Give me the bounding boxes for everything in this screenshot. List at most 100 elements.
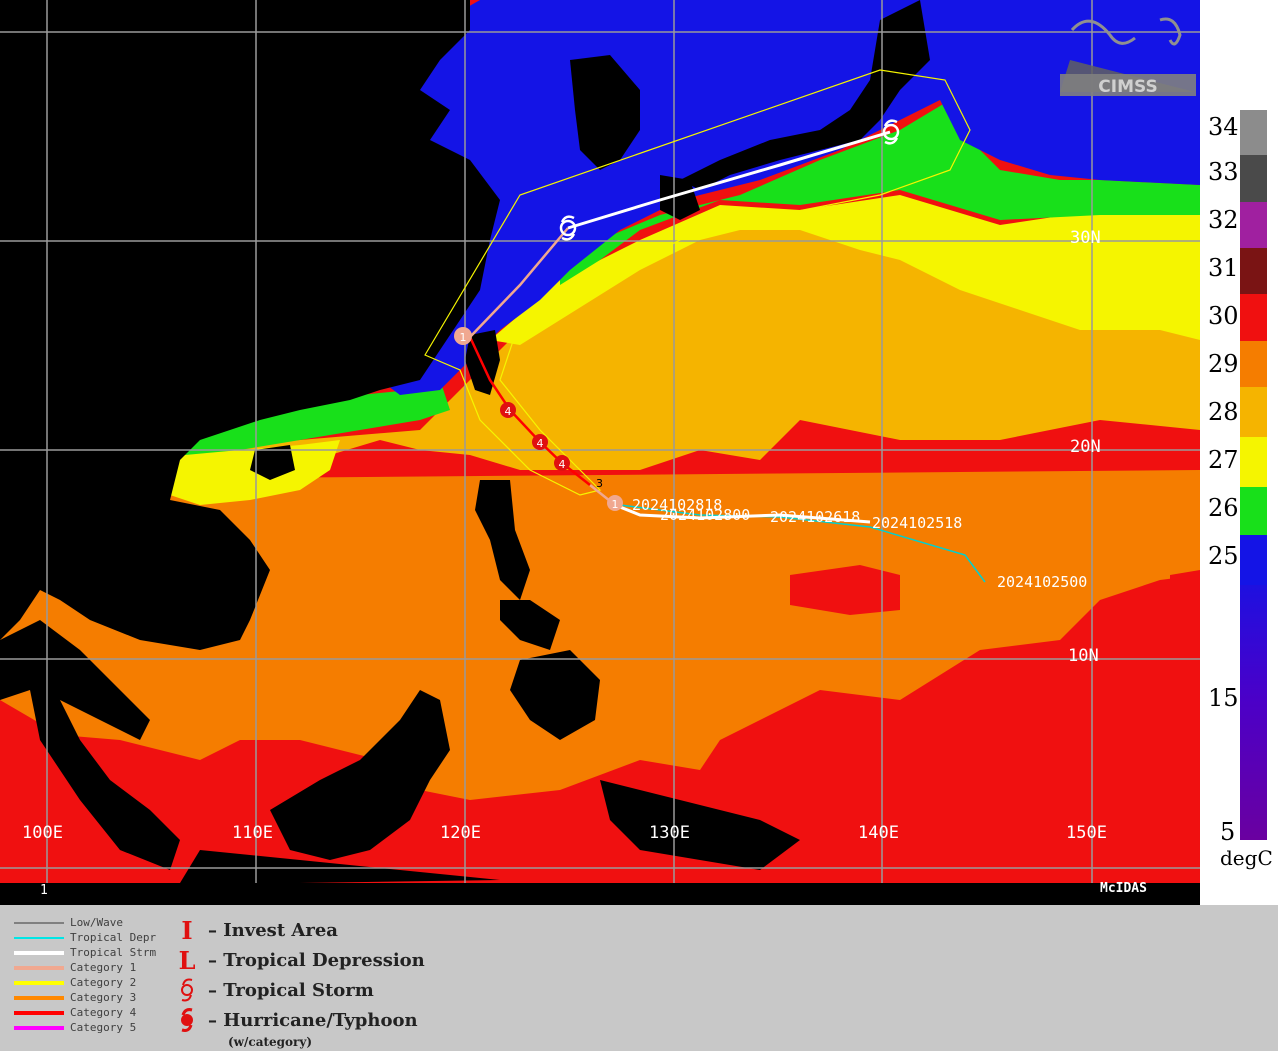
legend-item: Tropical Strm (14, 945, 156, 960)
japan-kyushu (660, 175, 700, 220)
colorbar-label: 30 (1208, 302, 1239, 330)
track-date-label: 2024102818 (632, 496, 722, 514)
legend-label: Category 5 (70, 1021, 137, 1034)
lon-label: 110E (232, 823, 273, 843)
footer-strip-bg (0, 883, 1200, 905)
storm-symbol-cat4: 4 (554, 455, 570, 471)
legend-swatch (14, 1010, 64, 1015)
legend-swatch (14, 921, 64, 924)
legend-symbol-item: – Hurricane/Typhoon (172, 1005, 425, 1035)
colorbar-28 (1240, 387, 1267, 437)
ocean-30c-patch (790, 565, 900, 615)
line-legend: Low/Wave Tropical Depr Tropical Strm Cat… (14, 915, 156, 1035)
colorbar-34 (1240, 110, 1267, 155)
storm-number: 4 (537, 437, 544, 450)
legend-label: Tropical Depr (70, 931, 157, 944)
colorbar-label: 15 (1208, 684, 1239, 712)
lon-label: 130E (649, 823, 690, 843)
lon-label: 100E (22, 823, 63, 843)
colorbar-gradient-cold (1240, 585, 1267, 840)
legend-swatch (14, 936, 64, 939)
legend-symbol-label: – Hurricane/Typhoon (208, 1009, 418, 1031)
legend-label: Category 4 (70, 1006, 137, 1019)
legend-symbol-label: – Tropical Storm (208, 979, 374, 1001)
legend-symbol-item: – Tropical Storm (172, 975, 425, 1005)
legend-label: Category 2 (70, 976, 137, 989)
philippines-luzon (475, 480, 530, 600)
legend-item: Category 3 (14, 990, 156, 1005)
tropical-depression-icon: L (178, 945, 196, 975)
logo-text: CIMSS (1098, 77, 1157, 97)
colorbar-31 (1240, 248, 1267, 294)
legend-item: Category 1 (14, 960, 156, 975)
legend-swatch (14, 965, 64, 970)
storm-symbol-cat4: 4 (500, 402, 516, 418)
track-date-label: 2024102500 (997, 573, 1087, 591)
tropical-storm-symbol (882, 119, 900, 145)
colorbar-label: 29 (1208, 350, 1239, 378)
colorbar-unit: degC (1220, 846, 1273, 870)
colorbar-label: 28 (1208, 398, 1239, 426)
legend-symbol-label: – Tropical Depression (208, 949, 425, 971)
colorbar-label: 34 (1208, 113, 1239, 141)
malay-peninsula (20, 640, 180, 870)
legend-label: Tropical Strm (70, 946, 157, 959)
asia-mainland (0, 0, 500, 650)
colorbar-29 (1240, 341, 1267, 387)
storm-number: 4 (505, 405, 512, 418)
legend-swatch (14, 995, 64, 1000)
legend-item: Category 2 (14, 975, 156, 990)
legend-item: Low/Wave (14, 915, 156, 930)
legend-symbol-item: I – Invest Area (172, 915, 425, 945)
lat-label: 20N (1070, 437, 1101, 457)
legend-swatch (14, 950, 64, 955)
philippines-visayas (500, 600, 560, 650)
track-date-label: 2024102518 (872, 514, 962, 532)
frame-number: 1 (40, 883, 48, 898)
storm-symbol-cat1-current: 1 (607, 495, 623, 511)
legend-label: Category 1 (70, 961, 137, 974)
lat-labels: 30N 20N 10N (1068, 228, 1101, 666)
hainan (250, 445, 295, 480)
colorbar-label: 27 (1208, 446, 1239, 474)
legend-label: Category 3 (70, 991, 137, 1004)
ocean-30c-patch (1170, 570, 1200, 660)
ocean-29c-zone (0, 470, 1200, 800)
track-tropical-storm-north (567, 130, 891, 230)
tropical-storm-icon (172, 976, 202, 1004)
track-date-labels: 2024102818 2024102800 2024102618 2024102… (632, 496, 1087, 591)
legend-swatch (14, 980, 64, 985)
ocean-27c-zone (490, 195, 1200, 345)
colorbar-label: 25 (1208, 542, 1239, 570)
lon-label: 120E (440, 823, 481, 843)
symbol-legend: I – Invest Area L – Tropical Depression … (172, 915, 425, 1050)
legend-label: Low/Wave (70, 916, 123, 929)
ocean-26c-coast (180, 380, 450, 455)
legend-note: (w/category) (228, 1035, 313, 1049)
storm-category-label: 3 (596, 477, 603, 490)
legend-symbol-item: L – Tropical Depression (172, 945, 425, 975)
sumatra-java (180, 850, 500, 883)
ocean-26c-zone (560, 100, 1200, 285)
lon-label: 140E (858, 823, 899, 843)
tropical-storm-symbol (559, 215, 577, 241)
mcidas-label: McIDAS (1100, 881, 1147, 896)
sst-map: 1 4 4 4 3 1 2024102818 2024102800 202410… (0, 0, 1200, 883)
legend-item: Category 4 (14, 1005, 156, 1020)
hurricane-typhoon-icon (172, 1006, 202, 1034)
colorbar-label: 32 (1208, 206, 1239, 234)
colorbar-26 (1240, 487, 1267, 535)
track-tropical-storm (614, 503, 871, 524)
colorbar-32 (1240, 202, 1267, 248)
invest-area-icon: I (181, 915, 193, 945)
lat-lon-grid (0, 0, 1200, 883)
colorbar-label: 31 (1208, 254, 1239, 282)
track-category1-north (469, 227, 569, 338)
storm-symbol-cat4: 4 (532, 434, 548, 450)
japan-honshu (680, 0, 930, 190)
colorbar-33 (1240, 155, 1267, 202)
legend-swatch (14, 1025, 64, 1030)
colorbar-label: 26 (1208, 494, 1239, 522)
sst-colorbar: 34 33 32 31 30 29 28 27 26 25 15 5 degC (1200, 0, 1278, 905)
lat-label: 30N (1070, 228, 1101, 248)
